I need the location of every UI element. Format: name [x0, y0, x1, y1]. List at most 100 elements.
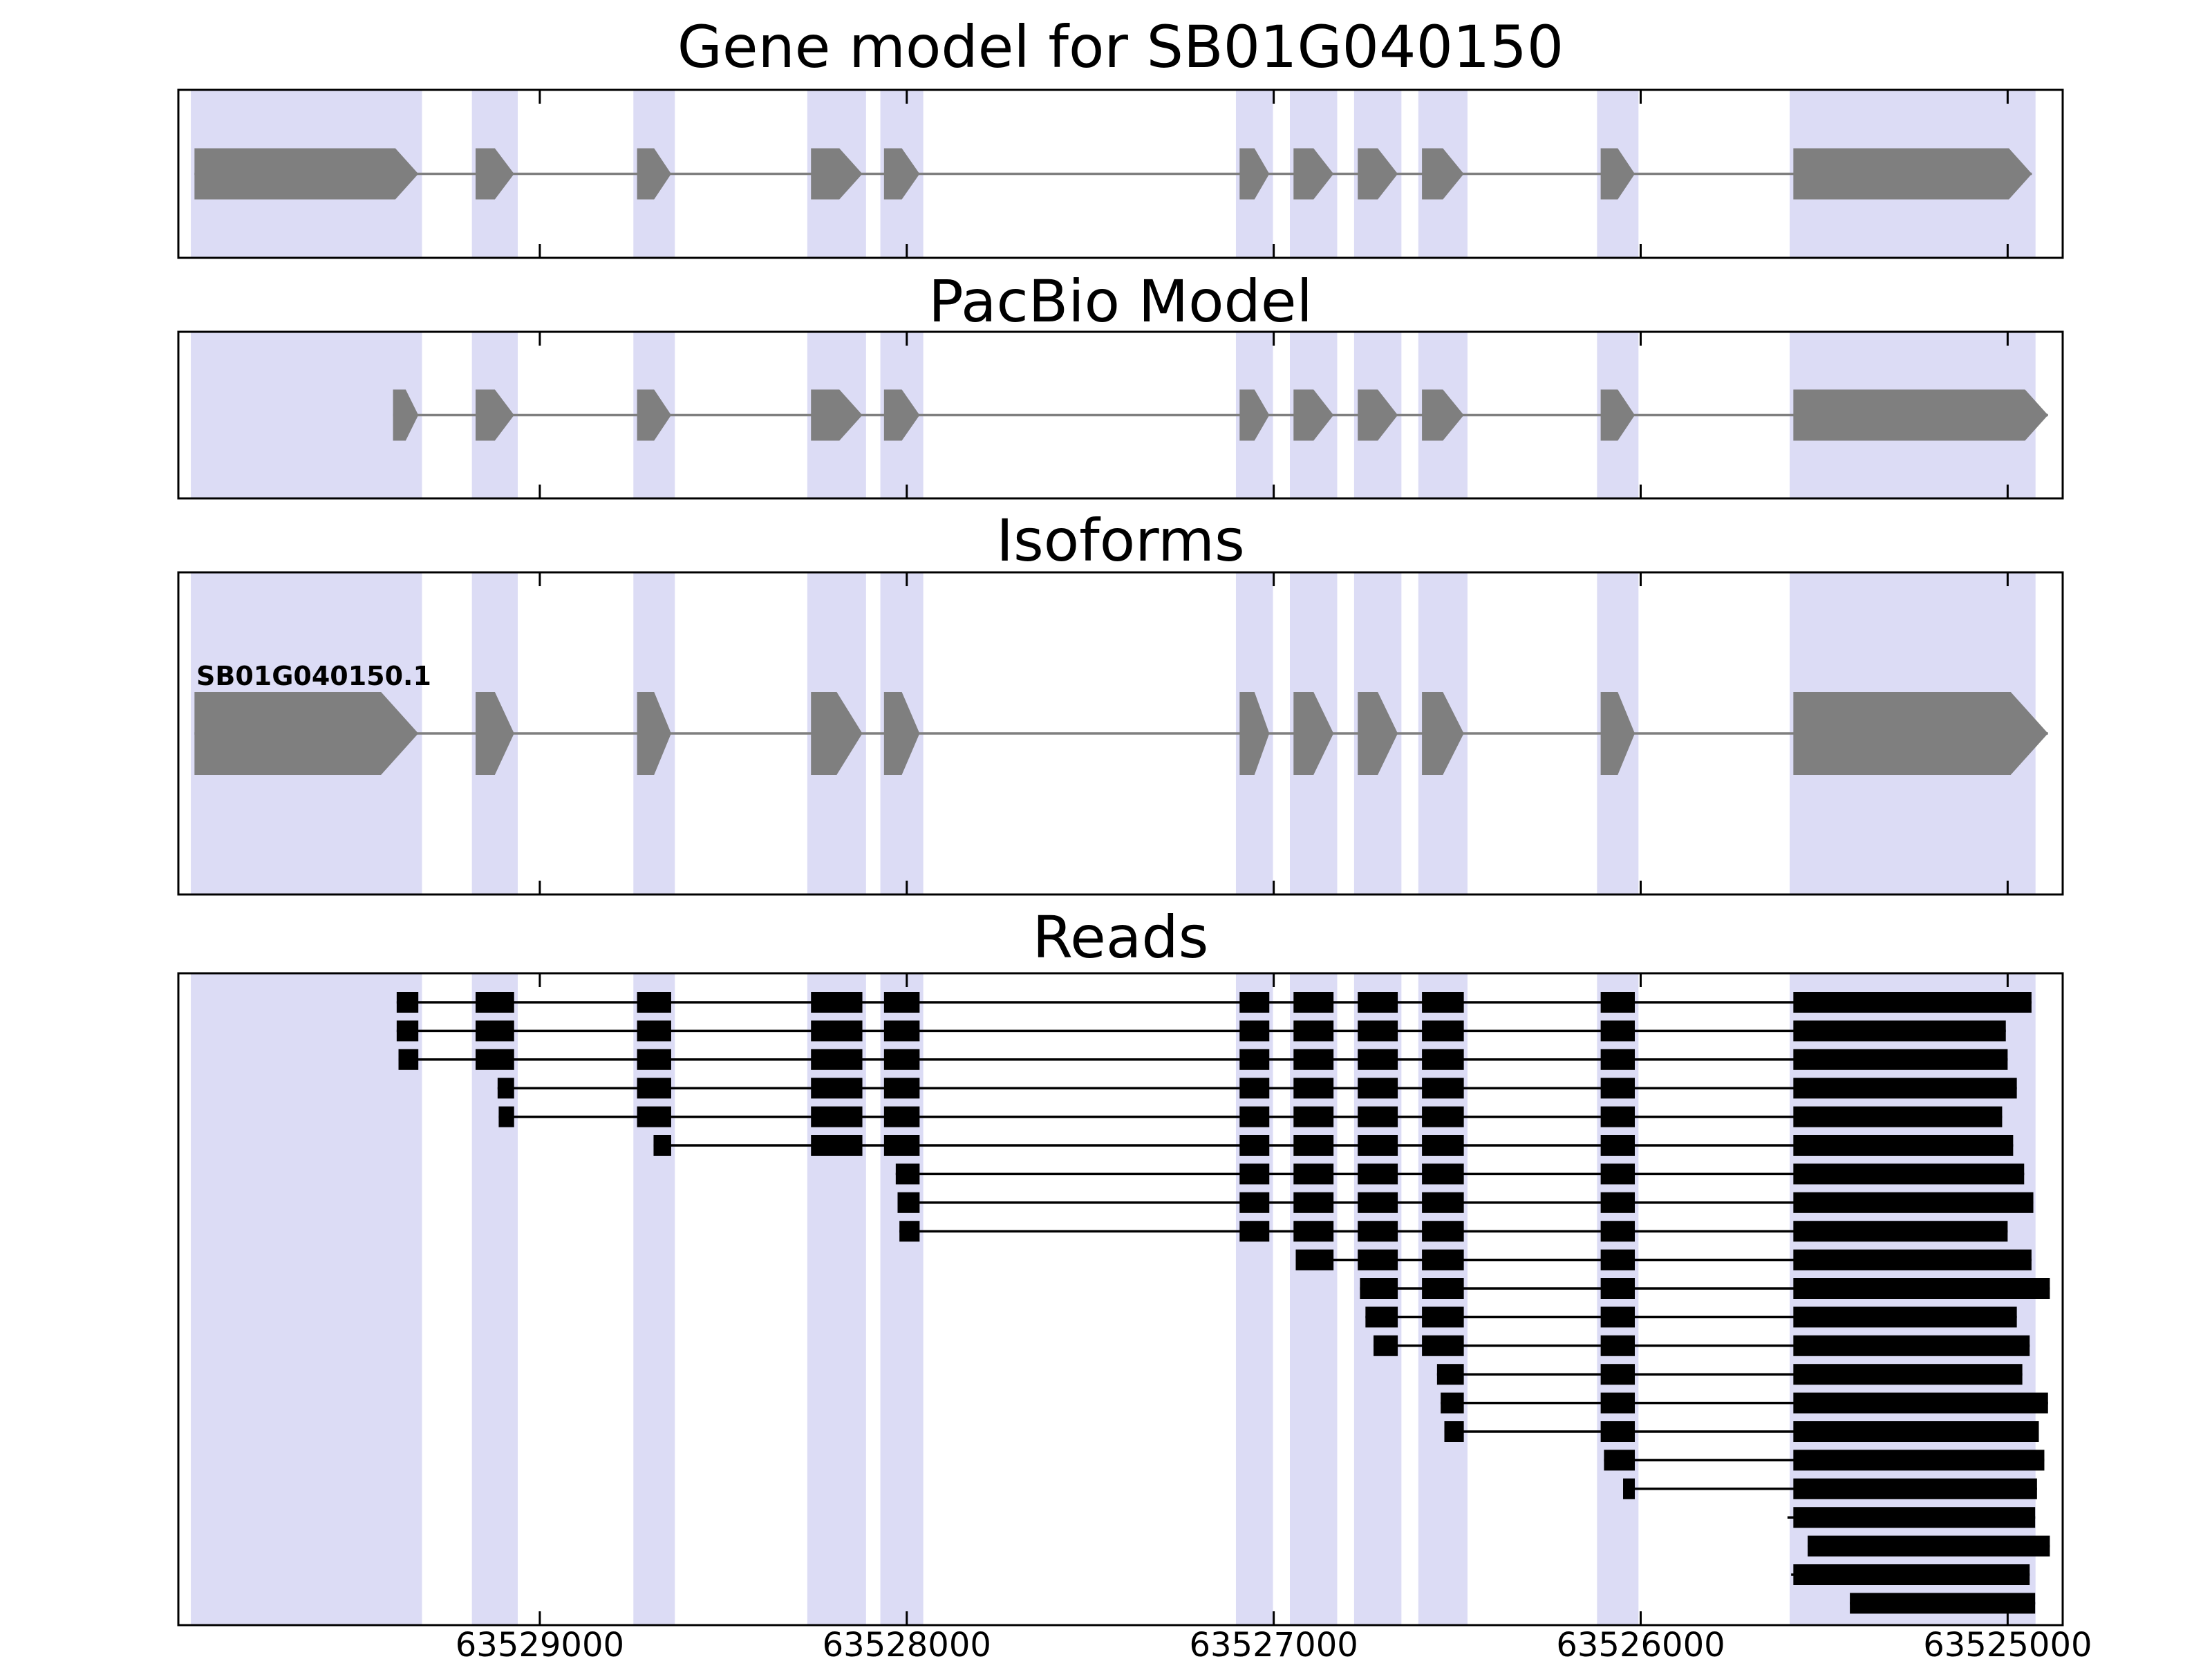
- read-exon: [1600, 992, 1635, 1013]
- read-exon: [897, 1192, 920, 1213]
- read-exon: [1422, 992, 1464, 1013]
- panel-border: [177, 88, 2064, 259]
- read-exon: [1422, 1106, 1464, 1127]
- read-exon: [1293, 1135, 1334, 1156]
- read-exon: [1422, 1335, 1464, 1356]
- read-exon: [637, 1078, 671, 1099]
- read-exon: [1422, 1192, 1464, 1213]
- exon: [637, 148, 671, 200]
- read-exon: [1422, 1278, 1464, 1299]
- exon: [1239, 389, 1270, 441]
- panel-title-pacbio-model: PacBio Model: [928, 268, 1313, 335]
- highlight-band: [471, 973, 518, 1625]
- read-exon: [1604, 1450, 1635, 1471]
- highlight-band: [807, 973, 866, 1625]
- exon: [811, 148, 863, 200]
- exon: [637, 692, 671, 775]
- exon: [476, 389, 514, 441]
- read-exon: [1293, 1020, 1334, 1042]
- read-exon: [1600, 1163, 1635, 1185]
- read-exon: [1239, 1049, 1270, 1070]
- read-exon: [1422, 1306, 1464, 1328]
- read-exon: [1374, 1335, 1398, 1356]
- read-exon: [1293, 1106, 1334, 1127]
- exon: [1239, 148, 1270, 200]
- read-exon: [1358, 992, 1398, 1013]
- exon: [1422, 148, 1464, 200]
- read-exon: [398, 1049, 419, 1070]
- read-exon: [1422, 1221, 1464, 1242]
- read-exon: [1808, 1535, 2050, 1557]
- read-exon: [1793, 1564, 2030, 1585]
- exon: [1600, 389, 1635, 441]
- read-exon: [1600, 1078, 1635, 1099]
- read-exon: [1295, 1249, 1334, 1271]
- x-tick-label: 63526000: [1556, 1626, 1725, 1659]
- read-exon: [899, 1221, 920, 1242]
- read-exon: [476, 992, 514, 1013]
- read-exon: [1600, 1020, 1635, 1042]
- read-exon: [1239, 1192, 1270, 1213]
- read-exon: [1293, 1192, 1334, 1213]
- panel-title-isoforms: Isoforms: [996, 507, 1245, 574]
- read-exon: [1360, 1278, 1398, 1299]
- read-exon: [1793, 1421, 2039, 1442]
- exon: [1293, 148, 1334, 200]
- highlight-band: [1353, 973, 1402, 1625]
- read-exon: [637, 1020, 671, 1042]
- read-exon: [883, 1078, 920, 1099]
- read-exon: [1358, 1249, 1398, 1271]
- read-exon: [498, 1106, 514, 1127]
- read-exon: [1793, 992, 2032, 1013]
- read-exon: [883, 1106, 920, 1127]
- read-exon: [1293, 1078, 1334, 1099]
- read-exon: [396, 992, 419, 1013]
- read-exon: [811, 992, 863, 1013]
- x-tick-label: 63527000: [1189, 1626, 1358, 1659]
- read-exon: [1793, 1306, 2017, 1328]
- read-exon: [1793, 1049, 2008, 1070]
- read-exon: [1793, 1020, 2006, 1042]
- read-exon: [1358, 1106, 1398, 1127]
- read-exon: [1600, 1249, 1635, 1271]
- read-exon: [1600, 1221, 1635, 1242]
- exon: [194, 148, 419, 200]
- read-exon: [1239, 1078, 1270, 1099]
- exon: [194, 692, 419, 775]
- isoform-label: SB01G040150.1: [196, 661, 431, 691]
- exon: [476, 692, 514, 775]
- read-exon: [653, 1135, 671, 1156]
- exon: [1793, 692, 2048, 775]
- read-exon: [811, 1020, 863, 1042]
- read-exon: [1293, 1221, 1334, 1242]
- panel-title-reads: Reads: [1032, 903, 1209, 971]
- read-exon: [1793, 1192, 2034, 1213]
- read-exon: [1600, 1392, 1635, 1414]
- exon: [637, 389, 671, 441]
- read-exon: [1793, 1450, 2045, 1471]
- read-exon: [1444, 1421, 1464, 1442]
- exon: [811, 389, 863, 441]
- exon: [1422, 389, 1464, 441]
- read-exon: [1436, 1364, 1464, 1385]
- read-exon: [895, 1163, 920, 1185]
- read-exon: [1793, 1278, 2050, 1299]
- read-exon: [1422, 1135, 1464, 1156]
- exon: [1293, 692, 1334, 775]
- read-exon: [883, 1135, 920, 1156]
- read-exon: [1793, 1364, 2023, 1385]
- highlight-band: [633, 973, 675, 1625]
- read-exon: [1793, 1335, 2030, 1356]
- x-tick-label: 63525000: [1923, 1626, 2092, 1659]
- read-exon: [1793, 1163, 2025, 1185]
- read-exon: [1422, 1020, 1464, 1042]
- read-exon: [476, 1020, 514, 1042]
- read-exon: [1422, 1249, 1464, 1271]
- read-exon: [637, 1049, 671, 1070]
- read-exon: [1239, 1163, 1270, 1185]
- read-exon: [1793, 1392, 2048, 1414]
- exon: [393, 389, 419, 441]
- exon: [1358, 692, 1398, 775]
- read-exon: [1850, 1593, 2036, 1614]
- read-exon: [1600, 1106, 1635, 1127]
